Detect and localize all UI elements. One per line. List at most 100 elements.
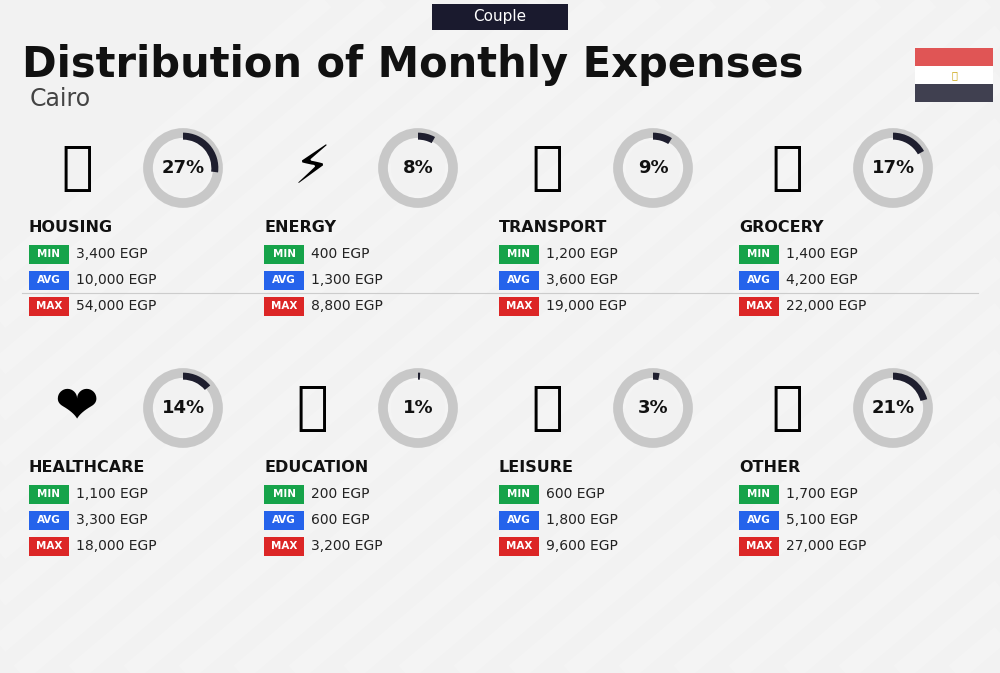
Text: Cairo: Cairo: [30, 87, 91, 111]
FancyBboxPatch shape: [915, 66, 993, 84]
FancyBboxPatch shape: [739, 536, 779, 555]
Text: MIN: MIN: [748, 249, 770, 259]
Text: EDUCATION: EDUCATION: [264, 460, 368, 476]
Text: 27%: 27%: [161, 159, 205, 177]
Text: MIN: MIN: [38, 249, 60, 259]
Text: 21%: 21%: [871, 399, 915, 417]
Wedge shape: [893, 373, 927, 401]
Text: 3,200 EGP: 3,200 EGP: [311, 539, 383, 553]
Text: 200 EGP: 200 EGP: [311, 487, 370, 501]
Text: 🚌: 🚌: [531, 142, 563, 194]
FancyBboxPatch shape: [739, 511, 779, 530]
FancyBboxPatch shape: [29, 271, 69, 289]
Text: MIN: MIN: [272, 489, 296, 499]
FancyBboxPatch shape: [264, 511, 304, 530]
Text: 1,300 EGP: 1,300 EGP: [311, 273, 383, 287]
Text: 18,000 EGP: 18,000 EGP: [76, 539, 157, 553]
Text: MIN: MIN: [508, 249, 530, 259]
Text: MIN: MIN: [272, 249, 296, 259]
Wedge shape: [418, 133, 435, 143]
Text: 8,800 EGP: 8,800 EGP: [311, 299, 383, 313]
FancyBboxPatch shape: [29, 297, 69, 316]
FancyBboxPatch shape: [264, 536, 304, 555]
FancyBboxPatch shape: [499, 271, 539, 289]
Circle shape: [156, 381, 210, 435]
Text: 8%: 8%: [403, 159, 433, 177]
Text: 9,600 EGP: 9,600 EGP: [546, 539, 618, 553]
Text: MAX: MAX: [506, 541, 532, 551]
Text: MIN: MIN: [38, 489, 60, 499]
Text: AVG: AVG: [272, 275, 296, 285]
Text: 9%: 9%: [638, 159, 668, 177]
Circle shape: [626, 381, 680, 435]
Wedge shape: [183, 133, 218, 172]
Text: 🛍: 🛍: [531, 382, 563, 434]
Text: 54,000 EGP: 54,000 EGP: [76, 299, 156, 313]
FancyBboxPatch shape: [264, 485, 304, 503]
Text: AVG: AVG: [507, 515, 531, 525]
Circle shape: [156, 141, 210, 195]
Text: GROCERY: GROCERY: [739, 221, 824, 236]
Text: Couple: Couple: [473, 9, 527, 24]
Text: MAX: MAX: [36, 301, 62, 311]
Text: 1,700 EGP: 1,700 EGP: [786, 487, 858, 501]
Wedge shape: [183, 373, 210, 390]
Text: 1,100 EGP: 1,100 EGP: [76, 487, 148, 501]
Text: 14%: 14%: [161, 399, 205, 417]
Wedge shape: [653, 373, 660, 380]
Text: AVG: AVG: [747, 515, 771, 525]
Text: 4,200 EGP: 4,200 EGP: [786, 273, 858, 287]
Text: TRANSPORT: TRANSPORT: [499, 221, 607, 236]
FancyBboxPatch shape: [264, 244, 304, 264]
FancyBboxPatch shape: [499, 536, 539, 555]
Text: 27,000 EGP: 27,000 EGP: [786, 539, 866, 553]
FancyBboxPatch shape: [739, 485, 779, 503]
Text: ENERGY: ENERGY: [264, 221, 336, 236]
FancyBboxPatch shape: [499, 511, 539, 530]
Text: 1,800 EGP: 1,800 EGP: [546, 513, 618, 527]
Text: OTHER: OTHER: [739, 460, 800, 476]
Circle shape: [391, 381, 445, 435]
FancyBboxPatch shape: [29, 536, 69, 555]
FancyBboxPatch shape: [499, 244, 539, 264]
Text: LEISURE: LEISURE: [499, 460, 574, 476]
Circle shape: [391, 141, 445, 195]
Text: AVG: AVG: [507, 275, 531, 285]
Text: ⚡: ⚡: [294, 142, 330, 194]
Text: MAX: MAX: [746, 541, 772, 551]
Wedge shape: [653, 133, 672, 144]
FancyBboxPatch shape: [739, 271, 779, 289]
Text: MAX: MAX: [506, 301, 532, 311]
FancyBboxPatch shape: [739, 244, 779, 264]
Text: HEALTHCARE: HEALTHCARE: [29, 460, 145, 476]
Text: 19,000 EGP: 19,000 EGP: [546, 299, 627, 313]
Wedge shape: [418, 373, 420, 380]
Text: 5,100 EGP: 5,100 EGP: [786, 513, 858, 527]
Text: 3,300 EGP: 3,300 EGP: [76, 513, 148, 527]
Circle shape: [866, 381, 920, 435]
Text: MIN: MIN: [748, 489, 770, 499]
Text: 3,600 EGP: 3,600 EGP: [546, 273, 618, 287]
Wedge shape: [893, 133, 924, 154]
FancyBboxPatch shape: [29, 485, 69, 503]
Text: MAX: MAX: [271, 541, 297, 551]
Text: ❤️: ❤️: [55, 382, 99, 434]
Text: 17%: 17%: [871, 159, 915, 177]
Text: MIN: MIN: [508, 489, 530, 499]
FancyBboxPatch shape: [264, 271, 304, 289]
FancyBboxPatch shape: [432, 4, 568, 30]
Text: 🎓: 🎓: [296, 382, 328, 434]
Circle shape: [866, 141, 920, 195]
Text: HOUSING: HOUSING: [29, 221, 113, 236]
Text: 600 EGP: 600 EGP: [546, 487, 605, 501]
Circle shape: [626, 141, 680, 195]
Text: 🛒: 🛒: [771, 142, 803, 194]
Text: MAX: MAX: [36, 541, 62, 551]
FancyBboxPatch shape: [499, 485, 539, 503]
FancyBboxPatch shape: [29, 244, 69, 264]
Text: AVG: AVG: [272, 515, 296, 525]
Text: MAX: MAX: [746, 301, 772, 311]
Text: 22,000 EGP: 22,000 EGP: [786, 299, 866, 313]
Text: 10,000 EGP: 10,000 EGP: [76, 273, 156, 287]
FancyBboxPatch shape: [915, 84, 993, 102]
